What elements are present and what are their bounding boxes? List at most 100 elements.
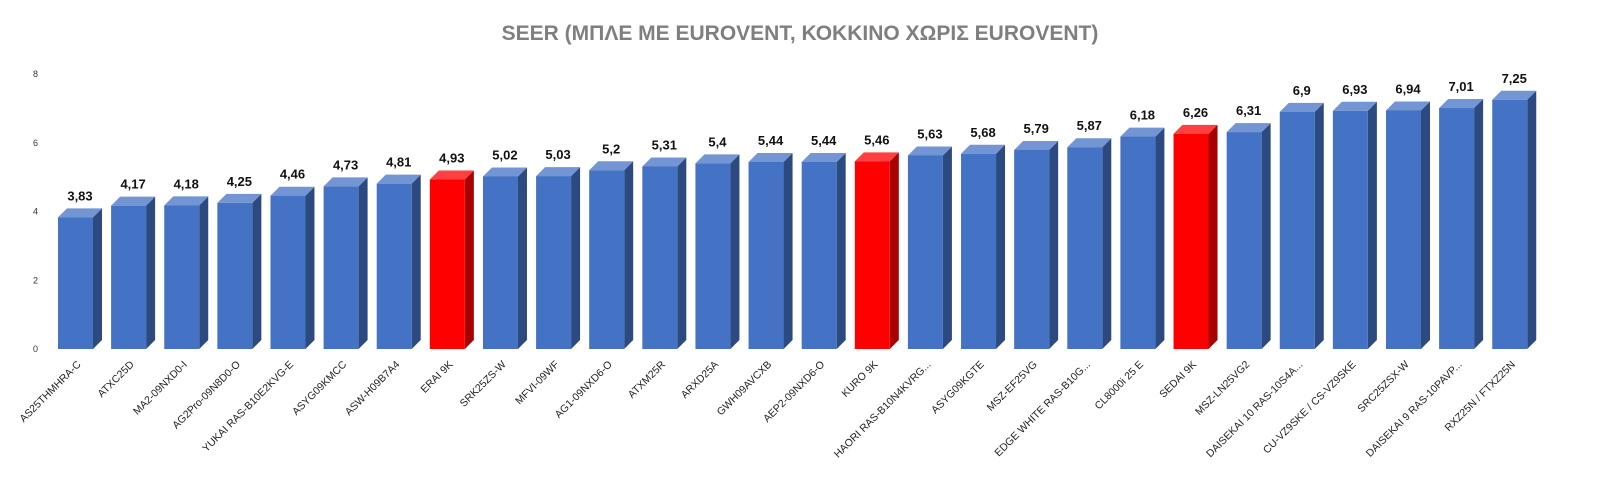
data-label: 4,73: [333, 157, 358, 172]
bar: [1173, 124, 1218, 349]
bar-front: [111, 205, 147, 349]
y-tick-label: 0: [33, 344, 38, 354]
bar: [1332, 101, 1377, 349]
bar-side: [1208, 124, 1218, 349]
bar-front: [1439, 108, 1475, 349]
bar: [695, 154, 740, 349]
bar: [589, 161, 634, 349]
bar-front: [429, 179, 465, 349]
x-tick-label: ATXC25D: [95, 358, 137, 400]
bar-side: [996, 144, 1006, 349]
bar-front: [854, 161, 890, 349]
bar: [376, 174, 421, 349]
bar: [1067, 138, 1112, 349]
bar-front: [695, 163, 731, 349]
x-tick-label: DAISEKAI 9 RAS-10PAVP...: [1364, 359, 1465, 460]
bar: [1386, 101, 1430, 349]
data-label: 5,44: [758, 133, 784, 148]
x-tick-label: MFVI-09WF: [513, 359, 562, 408]
bar-side: [358, 177, 368, 349]
data-label: 7,25: [1502, 71, 1527, 86]
data-label: 6,31: [1236, 103, 1261, 118]
bar: [536, 167, 581, 349]
bar-front: [323, 186, 359, 349]
bar-top: [642, 157, 687, 167]
bar-top: [1067, 138, 1112, 148]
bar: [1279, 102, 1324, 349]
bar: [323, 177, 368, 349]
bar-top: [1226, 123, 1271, 133]
x-tick-label: ERAI 9K: [418, 359, 455, 396]
data-label: 5,03: [545, 147, 570, 162]
bar-top: [748, 153, 793, 162]
bar: [164, 196, 209, 349]
x-tick-label: ASW-H09B7A4: [343, 359, 403, 419]
x-tick-label: HAORI RAS-B10N4KVRG...: [832, 359, 934, 461]
data-label: 4,25: [227, 174, 252, 189]
x-tick-label: GWH09AVCXB: [715, 359, 775, 419]
bar-front: [589, 170, 625, 349]
bar-side: [1049, 140, 1059, 349]
data-label: 5,2: [602, 141, 620, 156]
bar: [1226, 123, 1271, 349]
bar-front: [1173, 133, 1209, 349]
y-tick-label: 8: [33, 69, 38, 79]
bar-top: [323, 177, 368, 187]
bar-side: [571, 167, 581, 349]
data-label: 6,9: [1293, 83, 1311, 98]
bar-top: [854, 152, 899, 162]
x-tick-label: CL8000i 25 E: [1093, 359, 1146, 412]
data-label: 5,63: [917, 126, 942, 141]
x-tick-label: CU-VZ9SKE / CS-VZ9SKE: [1261, 359, 1359, 457]
bar: [217, 193, 262, 349]
data-label: 3,83: [67, 188, 92, 203]
bar-front: [1067, 147, 1103, 349]
bar-front: [1120, 136, 1156, 349]
x-tick-label: MSZ-LN25VG2: [1193, 359, 1252, 418]
bar-front: [1386, 110, 1421, 349]
bar-top: [1120, 127, 1165, 137]
bar: [482, 167, 527, 349]
data-label: 4,18: [174, 176, 199, 191]
data-label: 6,93: [1342, 82, 1367, 97]
bar-top: [1332, 101, 1377, 111]
bar-front: [58, 217, 93, 349]
bar-top: [1386, 101, 1430, 111]
bar-side: [889, 152, 899, 349]
bar-top: [217, 193, 262, 203]
bar-front: [1226, 132, 1262, 349]
data-label: 5,44: [811, 133, 837, 148]
bar-side: [1102, 138, 1112, 349]
x-tick-label: MSZ-EF25VG: [985, 359, 1040, 414]
y-tick-label: 6: [33, 138, 38, 148]
data-label: 5,46: [864, 132, 889, 147]
bar: [111, 196, 156, 349]
bar-side: [1527, 90, 1537, 349]
y-tick-label: 4: [33, 207, 38, 217]
bar-top: [1014, 140, 1059, 150]
bar-front: [217, 202, 253, 349]
bar-front: [801, 162, 837, 349]
bar: [854, 152, 899, 349]
bar-side: [464, 170, 474, 349]
bar: [961, 144, 1006, 349]
chart-title: SEER (ΜΠΛΕ ΜΕ EUROVENT, ΚΟΚΚΙΝΟ ΧΩΡΙΣ EU…: [501, 22, 1099, 45]
bar-front: [164, 205, 200, 349]
x-tick-label: SEDAI 9K: [1157, 359, 1199, 401]
x-tick-label: ASYG09KMCC: [290, 358, 350, 418]
x-tick-label: ATXM25R: [626, 358, 668, 400]
bar-top: [801, 153, 846, 162]
bar: [58, 208, 102, 349]
bar-side: [1367, 101, 1377, 349]
data-label: 6,26: [1183, 105, 1208, 120]
bar-side: [305, 186, 315, 349]
x-tick-label: ARXD25A: [679, 359, 721, 401]
bar: [1014, 140, 1059, 349]
bar-front: [1014, 149, 1050, 349]
data-label: 4,81: [386, 155, 411, 170]
x-tick-label: SRK25ZS-W: [458, 359, 509, 410]
bar-side: [624, 161, 634, 349]
bar-side: [517, 167, 527, 349]
